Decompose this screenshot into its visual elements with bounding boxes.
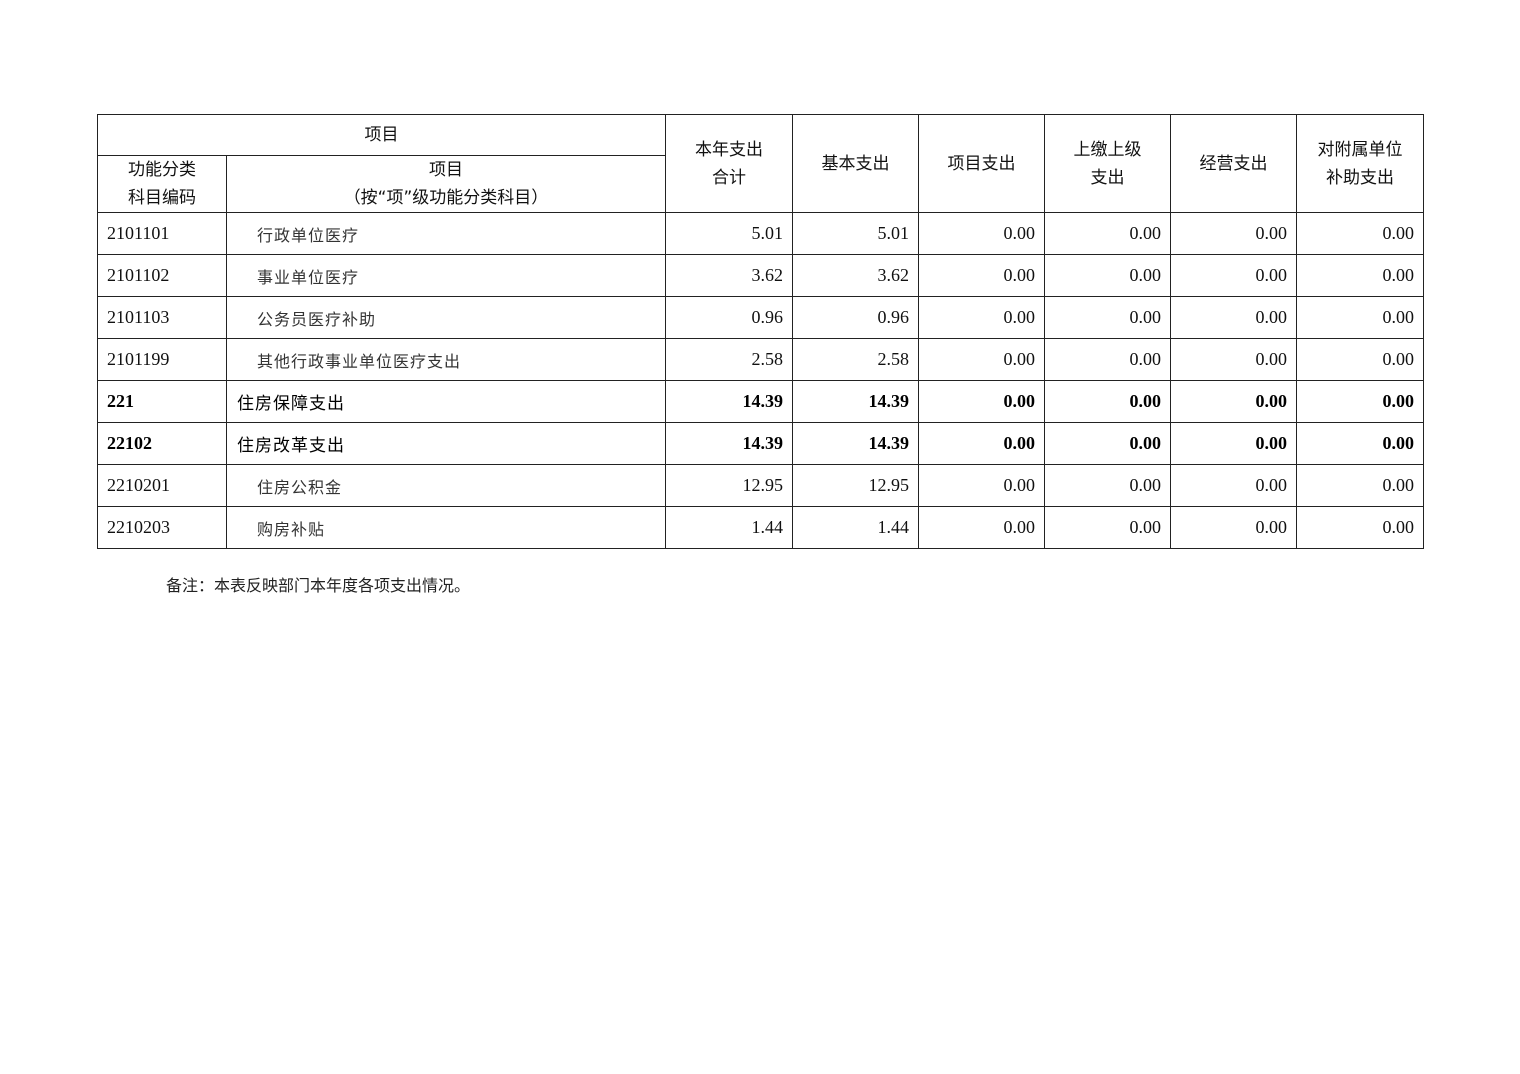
business-cell: 0.00 xyxy=(1170,338,1297,381)
subject-name: 事业单位医疗 xyxy=(226,254,666,297)
total-cell: 12.95 xyxy=(665,464,793,507)
business-cell: 0.00 xyxy=(1170,464,1297,507)
table-row: 2101199 其他行政事业单位医疗支出 2.58 2.58 0.00 0.00 0.00 0… xyxy=(97,338,1424,381)
project-cell: 0.00 xyxy=(918,506,1045,549)
subsidy-cell: 0.00 xyxy=(1296,464,1424,507)
project-cell: 0.00 xyxy=(918,212,1045,255)
table-row: 2210201 住房公积金 12.95 12.95 0.00 0.00 0.00 0.00 xyxy=(97,464,1424,507)
total-cell: 1.44 xyxy=(665,506,793,549)
subject-code: 2101102 xyxy=(97,254,227,297)
header-business: 经营支出 xyxy=(1170,114,1297,213)
subject-name: 住房公积金 xyxy=(226,464,666,507)
project-cell: 0.00 xyxy=(918,338,1045,381)
subject-name: 住房改革支出 xyxy=(226,422,666,465)
header-subsidy: 对附属单位 补助支出 xyxy=(1296,114,1424,213)
header-name: 项目 （按“项”级功能分类科目） xyxy=(226,155,666,213)
basic-cell: 12.95 xyxy=(792,464,919,507)
table-row: 22102 住房改革支出 14.39 14.39 0.00 0.00 0.00 0.00 xyxy=(97,422,1424,465)
total-cell: 2.58 xyxy=(665,338,793,381)
header-project: 项目支出 xyxy=(918,114,1045,213)
table-row: 2210203 购房补贴 1.44 1.44 0.00 0.00 0.00 0.00 xyxy=(97,506,1424,549)
upper-cell: 0.00 xyxy=(1044,338,1171,381)
project-cell: 0.00 xyxy=(918,380,1045,423)
project-cell: 0.00 xyxy=(918,254,1045,297)
project-cell: 0.00 xyxy=(918,422,1045,465)
business-cell: 0.00 xyxy=(1170,254,1297,297)
subsidy-cell: 0.00 xyxy=(1296,422,1424,465)
basic-cell: 3.62 xyxy=(792,254,919,297)
subject-code: 2101199 xyxy=(97,338,227,381)
subsidy-cell: 0.00 xyxy=(1296,506,1424,549)
total-cell: 14.39 xyxy=(665,422,793,465)
subsidy-cell: 0.00 xyxy=(1296,380,1424,423)
header-code: 功能分类 科目编码 xyxy=(97,155,227,213)
upper-cell: 0.00 xyxy=(1044,506,1171,549)
subject-name: 购房补贴 xyxy=(226,506,666,549)
upper-cell: 0.00 xyxy=(1044,296,1171,339)
project-cell: 0.00 xyxy=(918,464,1045,507)
subject-name: 其他行政事业单位医疗支出 xyxy=(226,338,666,381)
header-upper: 上缴上级 支出 xyxy=(1044,114,1171,213)
header-total: 本年支出 合计 xyxy=(665,114,793,213)
subject-name: 行政单位医疗 xyxy=(226,212,666,255)
table-row: 2101103 公务员医疗补助 0.96 0.96 0.00 0.00 0.00 0.00 xyxy=(97,296,1424,339)
subject-name: 公务员医疗补助 xyxy=(226,296,666,339)
subsidy-cell: 0.00 xyxy=(1296,338,1424,381)
basic-cell: 14.39 xyxy=(792,380,919,423)
subject-code: 22102 xyxy=(97,422,227,465)
subject-code: 221 xyxy=(97,380,227,423)
basic-cell: 2.58 xyxy=(792,338,919,381)
basic-cell: 14.39 xyxy=(792,422,919,465)
header-basic: 基本支出 xyxy=(792,114,919,213)
business-cell: 0.00 xyxy=(1170,296,1297,339)
upper-cell: 0.00 xyxy=(1044,422,1171,465)
footnote: 备注：本表反映部门本年度各项支出情况。 xyxy=(166,576,471,595)
subject-code: 2210203 xyxy=(97,506,227,549)
table-row: 2101101 行政单位医疗 5.01 5.01 0.00 0.00 0.00 0.00 xyxy=(97,212,1424,255)
upper-cell: 0.00 xyxy=(1044,212,1171,255)
upper-cell: 0.00 xyxy=(1044,380,1171,423)
business-cell: 0.00 xyxy=(1170,380,1297,423)
total-cell: 3.62 xyxy=(665,254,793,297)
upper-cell: 0.00 xyxy=(1044,254,1171,297)
subsidy-cell: 0.00 xyxy=(1296,296,1424,339)
basic-cell: 5.01 xyxy=(792,212,919,255)
subject-code: 2210201 xyxy=(97,464,227,507)
business-cell: 0.00 xyxy=(1170,212,1297,255)
total-cell: 14.39 xyxy=(665,380,793,423)
subject-code: 2101103 xyxy=(97,296,227,339)
header-project-group: 项目 xyxy=(97,114,666,156)
total-cell: 0.96 xyxy=(665,296,793,339)
subject-name: 住房保障支出 xyxy=(226,380,666,423)
table-row: 221 住房保障支出 14.39 14.39 0.00 0.00 0.00 0.00 xyxy=(97,380,1424,423)
business-cell: 0.00 xyxy=(1170,506,1297,549)
basic-cell: 1.44 xyxy=(792,506,919,549)
subsidy-cell: 0.00 xyxy=(1296,254,1424,297)
expenditure-table: 项目 本年支出 合计 基本支出 项目支出 上缴上级 支出 经营支出 对附属单位 … xyxy=(97,114,1424,549)
total-cell: 5.01 xyxy=(665,212,793,255)
subject-code: 2101101 xyxy=(97,212,227,255)
basic-cell: 0.96 xyxy=(792,296,919,339)
project-cell: 0.00 xyxy=(918,296,1045,339)
subsidy-cell: 0.00 xyxy=(1296,212,1424,255)
table-row: 2101102 事业单位医疗 3.62 3.62 0.00 0.00 0.00 0.00 xyxy=(97,254,1424,297)
upper-cell: 0.00 xyxy=(1044,464,1171,507)
business-cell: 0.00 xyxy=(1170,422,1297,465)
